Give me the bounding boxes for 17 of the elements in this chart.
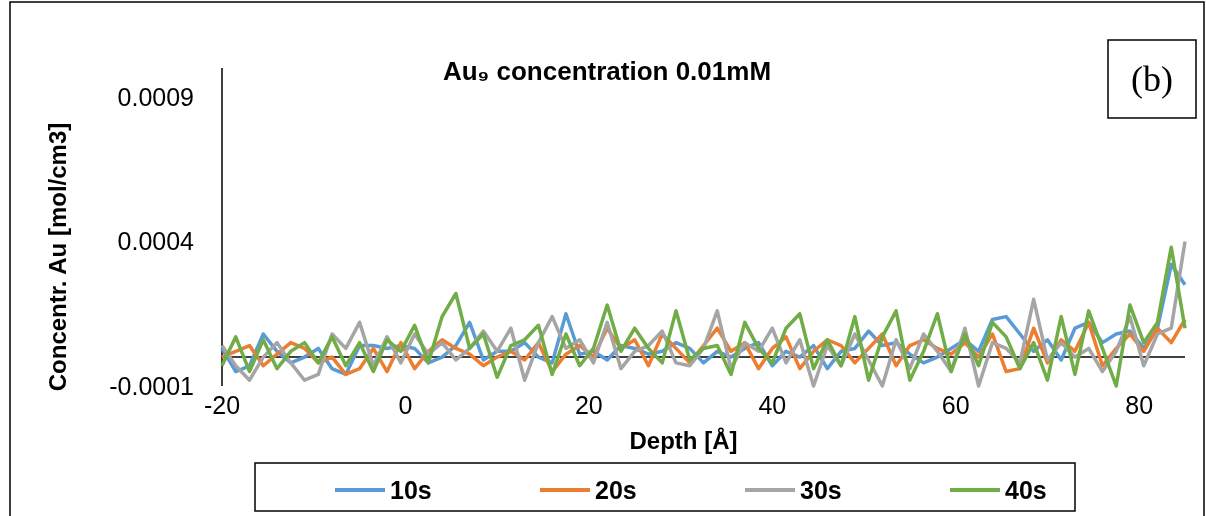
x-tick-label: 80 (1125, 391, 1154, 419)
x-tick-label: 0 (398, 391, 413, 419)
x-tick-label: -20 (203, 391, 241, 419)
legend-label: 10s (390, 476, 432, 504)
x-tick-label: 60 (941, 391, 970, 419)
legend-label: 20s (595, 476, 637, 504)
legend-label: 30s (800, 476, 842, 504)
x-tick-label: 20 (574, 391, 603, 419)
x-tick-label: 40 (758, 391, 787, 419)
x-axis-title: Depth [Å] (629, 427, 738, 454)
chart-title: Au₉ concentration 0.01mM (442, 56, 772, 86)
y-tick-label: -0.0001 (109, 372, 194, 400)
y-axis-title: Concentr. Au [mol/cm3] (44, 122, 71, 392)
y-tick-label: 0.0004 (117, 227, 195, 256)
legend-label: 40s (1005, 476, 1047, 504)
y-tick-label: 0.0009 (117, 82, 194, 111)
annotation: (b) (1131, 59, 1173, 99)
